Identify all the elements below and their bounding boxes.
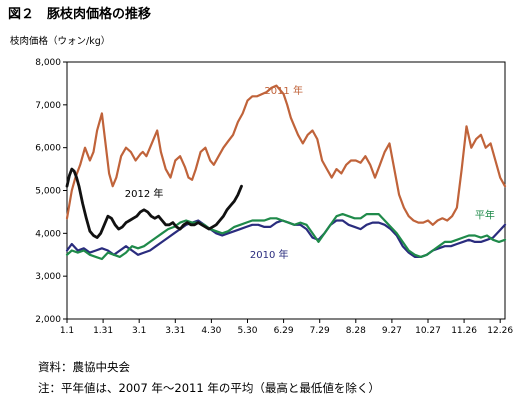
x-tick-label: 5.30 [237,326,257,336]
series-label: 平年 [475,208,495,221]
y-axis: 2,000 3,000 4,000 5,000 6,000 7,000 8,000 [35,58,67,325]
series-lines [65,84,507,261]
y-axis-label: 枝肉価格（ウォン/kg） [10,36,111,47]
y-tick-label: 3,000 [35,272,61,282]
x-tick-label: 1.1 [60,326,74,336]
x-tick-label: 3.31 [165,326,185,336]
x-tick-label: 12.26 [487,326,513,336]
series-line-平 [65,213,507,261]
x-tick-label: 4.30 [201,326,221,336]
x-tick-label: 7.29 [310,326,330,336]
series-line-2011 [65,84,507,226]
series-line-2012 [65,167,243,240]
y-tick-label: 2,000 [35,315,61,325]
source-note: 資料：農協中央会 [38,360,130,374]
series-label: 2010 年 [250,248,289,261]
y-tick-label: 7,000 [35,101,61,111]
x-tick-label: 9.27 [382,326,402,336]
footnote: 注：平年値は、2007 年～2011 年の平均（最高と最低値を除く） [38,381,380,395]
y-tick-label: 8,000 [35,58,61,68]
y-tick-label: 5,000 [35,187,61,197]
y-tick-label: 4,000 [35,229,61,239]
series-labels: 2011 年 2012 年 2010 年 平年 [125,84,495,261]
x-tick-label: 8.28 [346,326,366,336]
x-tick-label: 3.1 [132,326,146,336]
figure-title: 図２ 豚枝肉価格の推移 [8,7,152,22]
x-axis: 1.1 1.31 3.1 3.31 4.30 5.30 6.29 7.29 8.28 9.27 10… [60,319,513,336]
series-label: 2012 年 [125,187,164,200]
x-tick-label: 10.27 [415,326,441,336]
x-tick-label: 6.29 [274,326,294,336]
x-tick-label: 1.31 [93,326,113,336]
y-tick-label: 6,000 [35,144,61,154]
series-label: 2011 年 [264,84,303,97]
x-tick-label: 11.26 [451,326,477,336]
